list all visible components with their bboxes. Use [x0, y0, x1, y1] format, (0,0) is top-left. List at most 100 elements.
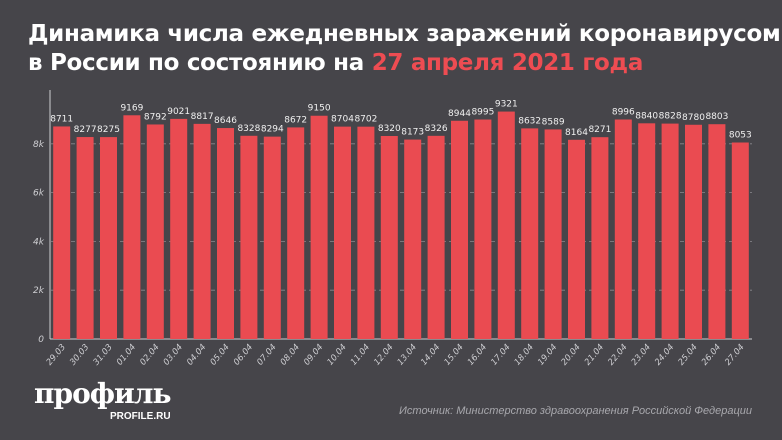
- data-label: 8164: [565, 128, 588, 138]
- data-label: 8704: [331, 115, 354, 125]
- data-label: 8632: [518, 116, 541, 126]
- x-tick-label: 27.04: [723, 343, 746, 368]
- source-note: Источник: Министерство здравоохранения Р…: [399, 405, 752, 417]
- data-label: 8702: [354, 115, 377, 125]
- bar: [310, 115, 328, 340]
- data-label: 8840: [635, 111, 658, 121]
- data-label: 8996: [612, 107, 635, 117]
- x-tick-label: 16.04: [466, 343, 489, 368]
- title-main: Динамика числа ежедневных заражений коро…: [28, 21, 781, 76]
- profile-logo: профиль: [34, 377, 172, 410]
- data-label: 8995: [471, 108, 494, 118]
- x-tick-label: 22.04: [606, 343, 629, 368]
- x-tick-label: 17.04: [489, 343, 512, 368]
- x-tick-label: 21.04: [583, 343, 606, 368]
- x-tick-label: 10.04: [325, 343, 348, 368]
- bar: [380, 135, 398, 339]
- x-tick-label: 20.04: [559, 343, 582, 368]
- bar: [568, 139, 585, 339]
- data-label: 8326: [425, 124, 448, 134]
- x-tick-label: 29.03: [45, 343, 68, 368]
- data-label: 9021: [167, 107, 190, 117]
- bar: [731, 142, 749, 339]
- y-tick-label: 0: [38, 335, 44, 345]
- data-label: 8803: [705, 112, 728, 122]
- data-label: 8277: [74, 125, 97, 135]
- bar: [334, 126, 351, 339]
- x-tick-label: 09.04: [302, 343, 325, 368]
- data-label: 9150: [308, 104, 331, 114]
- bar: [544, 129, 562, 339]
- bar: [661, 123, 679, 339]
- bar: [685, 124, 702, 339]
- bar: [404, 139, 422, 339]
- bar: [53, 126, 71, 339]
- title-highlight: 27 апреля 2021 года: [371, 50, 644, 76]
- x-tick-label: 01.04: [115, 343, 138, 368]
- bar: [217, 128, 234, 339]
- data-label: 8944: [448, 109, 471, 119]
- bar: [263, 136, 281, 339]
- data-label: 8294: [261, 125, 284, 135]
- x-tick-label: 23.04: [630, 343, 653, 368]
- data-label: 9169: [120, 103, 143, 113]
- x-tick-label: 30.03: [68, 343, 91, 368]
- bar: [427, 135, 445, 339]
- bar: [100, 137, 117, 339]
- bar: [591, 137, 609, 339]
- bar: [146, 124, 164, 340]
- bar: [708, 124, 726, 339]
- data-label: 8275: [97, 125, 120, 135]
- data-label: 8320: [378, 124, 401, 134]
- bar: [451, 120, 468, 339]
- x-tick-label: 06.04: [232, 343, 255, 368]
- data-label: 8646: [214, 116, 237, 126]
- bar: [638, 123, 656, 339]
- y-tick-label: 4k: [33, 237, 45, 247]
- data-label: 8173: [401, 128, 424, 138]
- data-label: 8589: [542, 117, 565, 127]
- data-label: 8817: [191, 112, 214, 122]
- y-tick-label: 8k: [33, 140, 45, 150]
- data-label: 8780: [682, 113, 705, 123]
- bar: [357, 126, 375, 339]
- data-label: 8828: [659, 112, 682, 122]
- bar: [193, 123, 211, 339]
- x-tick-label: 19.04: [536, 343, 559, 368]
- x-tick-label: 03.04: [162, 343, 185, 368]
- x-tick-label: 14.04: [419, 343, 442, 368]
- x-tick-label: 31.03: [91, 343, 114, 368]
- x-tick-label: 04.04: [185, 343, 208, 368]
- x-tick-label: 12.04: [372, 343, 395, 368]
- bar: [287, 127, 305, 339]
- bar: [240, 135, 258, 339]
- data-label: 8271: [588, 125, 611, 135]
- bar: [76, 137, 94, 339]
- x-tick-label: 15.04: [442, 343, 465, 368]
- profile-logo-sub: PROFILE.RU: [110, 411, 171, 422]
- bar: [170, 118, 188, 339]
- x-tick-label: 05.04: [208, 343, 231, 368]
- bar: [521, 128, 539, 339]
- data-label: 9321: [495, 100, 518, 110]
- x-tick-label: 18.04: [513, 343, 536, 368]
- x-tick-label: 11.04: [349, 343, 372, 368]
- data-label: 8053: [729, 131, 752, 141]
- y-tick-label: 6k: [33, 189, 45, 199]
- x-tick-label: 02.04: [138, 343, 161, 368]
- x-tick-label: 13.04: [396, 343, 419, 368]
- x-tick-label: 26.04: [700, 343, 723, 368]
- x-tick-label: 24.04: [653, 343, 676, 368]
- bar: [474, 119, 492, 339]
- x-tick-label: 07.04: [255, 343, 278, 368]
- x-tick-label: 08.04: [279, 343, 302, 368]
- bar: [614, 119, 632, 340]
- data-label: 8711: [50, 114, 73, 124]
- y-tick-label: 2k: [33, 286, 45, 296]
- data-label: 8672: [284, 115, 307, 125]
- x-tick-label: 25.04: [676, 343, 699, 368]
- data-label: 8328: [237, 124, 260, 134]
- chart-title: Динамика числа ежедневных заражений коро…: [28, 20, 782, 78]
- data-label: 8792: [144, 112, 167, 122]
